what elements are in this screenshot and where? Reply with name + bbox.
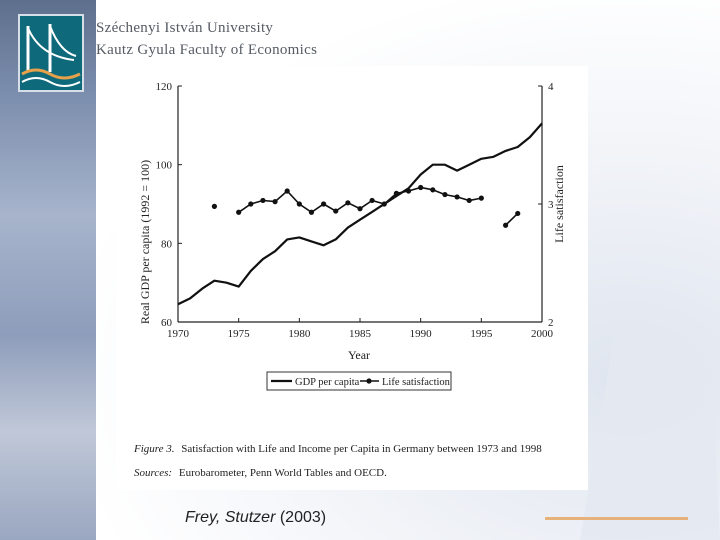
background-arrow-shape — [580, 300, 720, 540]
citation-year: (2003) — [279, 509, 327, 526]
caption-text: Satisfaction with Life and Income per Ca… — [181, 443, 542, 455]
satisfaction-point — [381, 201, 387, 207]
y-right-tick-label: 4 — [548, 81, 554, 93]
satisfaction-point — [393, 190, 399, 196]
x-axis-label: Year — [348, 348, 370, 362]
satisfaction-point — [442, 191, 448, 198]
satisfaction-point — [211, 203, 217, 209]
legend-gdp-label: GDP per capita — [295, 377, 360, 388]
y-axis-label-left: Real GDP per capita (1992 = 100) — [138, 160, 152, 324]
satisfaction-point — [430, 187, 436, 193]
satisfaction-point — [345, 200, 351, 206]
y-axis-label-right: Life satisfaction — [552, 165, 566, 243]
satisfaction-point — [333, 208, 339, 214]
x-tick-label: 1980 — [288, 328, 311, 340]
university-name: Széchenyi István University — [96, 20, 274, 36]
y-left-tick-label: 80 — [161, 238, 173, 250]
bridge-logo-icon — [20, 16, 82, 90]
satisfaction-point — [466, 197, 472, 204]
legend-satisfaction-marker — [366, 378, 372, 384]
sources-label: Sources: — [134, 467, 172, 479]
y-left-tick-label: 100 — [156, 160, 173, 172]
gdp-series-line — [177, 122, 543, 306]
satisfaction-point — [515, 210, 521, 217]
satisfaction-point — [369, 197, 375, 204]
chart-figure: Real GDP per capita (1992 = 100) Life sa… — [116, 66, 588, 490]
legend-satisfaction-label: Life satisfaction — [382, 377, 451, 388]
source-citation: Frey, Stutzer (2003) — [185, 509, 326, 527]
university-logo — [18, 14, 84, 92]
legend-box — [266, 371, 452, 391]
citation-authors: Frey, Stutzer — [185, 509, 276, 526]
y-right-tick-label: 3 — [548, 199, 554, 211]
satisfaction-point — [321, 201, 327, 207]
y-right-tick-label: 2 — [548, 317, 554, 329]
chart-legend: GDP per capita Life satisfaction — [266, 371, 452, 391]
satisfaction-point — [405, 188, 412, 194]
accent-divider — [545, 517, 688, 520]
faculty-name: Kautz Gyula Faculty of Economics — [96, 42, 318, 58]
satisfaction-point — [357, 206, 363, 212]
x-tick-label: 1990 — [410, 328, 433, 340]
satisfaction-point — [248, 201, 254, 207]
y-left-tick-label: 120 — [156, 81, 173, 93]
satisfaction-point — [418, 184, 424, 191]
gdp-satisfaction-chart: Real GDP per capita (1992 = 100) Life sa… — [133, 81, 566, 479]
satisfaction-point — [454, 194, 460, 200]
satisfaction-point — [272, 199, 278, 205]
caption-label: Figure 3. — [133, 443, 175, 455]
satisfaction-point — [260, 197, 266, 204]
figure-sources: Sources: Eurobarometer, Penn World Table… — [134, 467, 387, 479]
satisfaction-point — [478, 195, 484, 201]
satisfaction-point — [284, 188, 290, 194]
x-tick-label: 1970 — [167, 328, 190, 340]
figure-caption: Figure 3. Satisfaction with Life and Inc… — [133, 443, 542, 455]
satisfaction-point — [503, 222, 509, 228]
satisfaction-series-line — [505, 212, 519, 226]
satisfaction-point — [308, 209, 315, 215]
x-tick-label: 1975 — [228, 328, 251, 340]
x-tick-label: 2000 — [531, 328, 554, 340]
satisfaction-point — [236, 209, 242, 215]
x-tick-label: 1995 — [470, 328, 493, 340]
y-left-tick-label: 60 — [161, 317, 173, 329]
sources-text: Eurobarometer, Penn World Tables and OEC… — [179, 467, 387, 479]
x-tick-label: 1985 — [349, 328, 372, 340]
satisfaction-point — [296, 201, 302, 207]
